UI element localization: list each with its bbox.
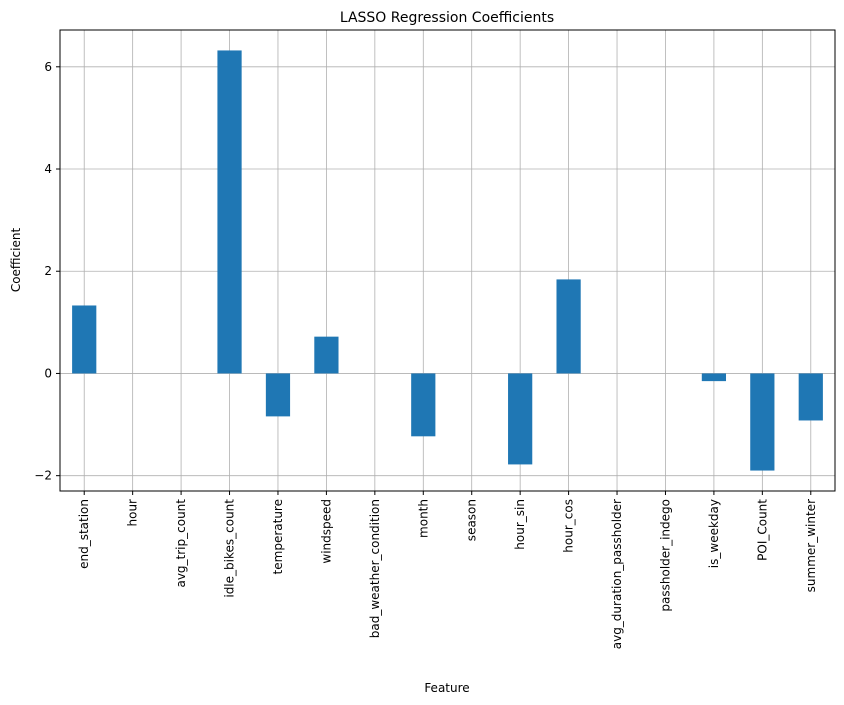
- bar-windspeed: [314, 336, 339, 374]
- bar-hour-cos: [556, 279, 581, 374]
- bar-summer-winter: [798, 373, 823, 421]
- chart-title: LASSO Regression Coefficients: [340, 10, 554, 26]
- x-tick-label: summer_winter: [804, 499, 818, 592]
- grid-lines: [60, 30, 835, 491]
- plot-frame: [59, 29, 836, 492]
- x-axis-ticks: end_station hour avg_trip_count idle_bikes_…: [77, 491, 818, 649]
- y-axis-ticks: −2 0 2 4 6: [34, 60, 60, 483]
- x-tick-label: bad_weather_condition: [368, 499, 382, 638]
- bar-end-station: [72, 305, 97, 374]
- y-tick-label: 2: [44, 264, 52, 278]
- y-tick-label: 0: [44, 366, 52, 380]
- x-tick-label: avg_trip_count: [174, 499, 188, 588]
- x-tick-label: season: [465, 499, 479, 541]
- x-tick-label: is_weekday: [707, 499, 721, 568]
- bar-temperature: [265, 373, 291, 417]
- x-tick-label: idle_bikes_count: [223, 499, 237, 598]
- y-tick-label: 6: [44, 60, 52, 74]
- x-tick-label: POI_Count: [755, 499, 769, 561]
- y-tick-label: 4: [44, 162, 52, 176]
- x-tick-label: end_station: [77, 499, 91, 569]
- y-axis-label: Coefficient: [9, 228, 23, 293]
- bar-idle-bikes-count: [217, 50, 242, 374]
- x-tick-label: hour_sin: [513, 499, 527, 550]
- y-tick-label: −2: [34, 469, 52, 483]
- x-tick-label: month: [416, 499, 430, 538]
- x-tick-label: windspeed: [319, 499, 333, 564]
- bar-poi-count: [750, 373, 775, 471]
- x-axis-label: Feature: [424, 681, 469, 695]
- bar-hour-sin: [508, 373, 533, 465]
- x-tick-label: avg_duration_passholder: [610, 499, 624, 649]
- bar-is-weekday: [701, 373, 727, 382]
- x-tick-label: hour_cos: [562, 499, 576, 553]
- x-tick-label: hour: [126, 499, 140, 527]
- bars-group: [72, 50, 823, 471]
- x-tick-label: passholder_indego: [658, 499, 672, 612]
- bar-month: [411, 373, 436, 437]
- x-tick-label: temperature: [271, 499, 285, 574]
